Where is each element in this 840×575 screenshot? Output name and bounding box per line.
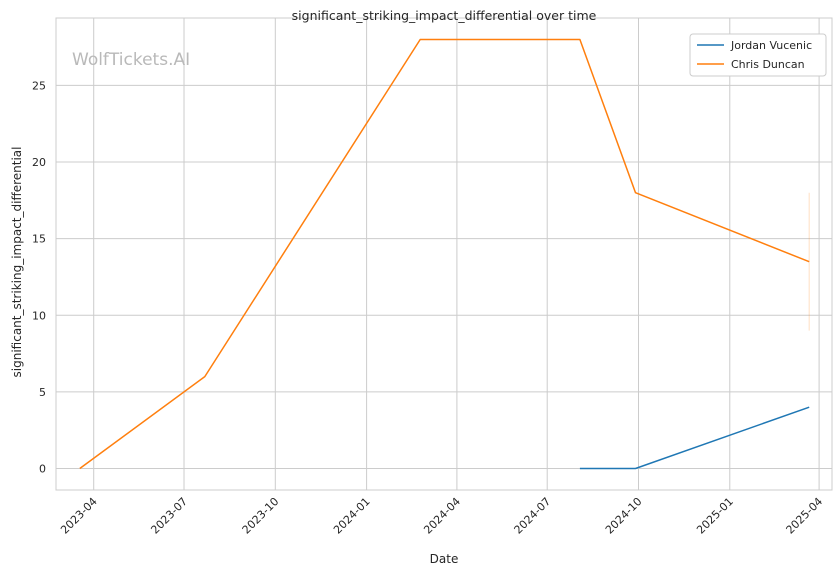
- series: [79, 38, 810, 470]
- x-tick-label: 2023-07: [148, 495, 190, 537]
- series-line-chris-duncan: [79, 38, 810, 470]
- y-tick-label: 20: [32, 156, 46, 169]
- grid: [56, 18, 832, 490]
- x-tick-label: 2023-10: [240, 495, 282, 537]
- x-tick-label: 2024-07: [512, 495, 554, 537]
- y-tick-label: 15: [32, 233, 46, 246]
- legend: Jordan Vucenic Chris Duncan: [689, 33, 827, 77]
- x-tick-label: 2025-01: [694, 495, 736, 537]
- y-tick-label: 25: [32, 79, 46, 92]
- x-axis-label: Date: [430, 552, 459, 566]
- y-tick-label: 10: [32, 309, 46, 322]
- y-tick-label: 5: [39, 386, 46, 399]
- watermark: WolfTickets.AI: [72, 50, 190, 70]
- x-tick-label: 2025-04: [784, 495, 826, 537]
- x-tick-label: 2023-04: [58, 495, 100, 537]
- x-tick-label: 2024-10: [603, 495, 645, 537]
- chart-title: significant_striking_impact_differential…: [292, 8, 597, 23]
- legend-label-chris-duncan: Chris Duncan: [731, 58, 805, 71]
- series-line-jordan-vucenic: [579, 406, 810, 470]
- x-tick-label: 2024-04: [421, 495, 463, 537]
- y-axis-label: significant_striking_impact_differential: [10, 147, 24, 378]
- y-tick-label: 0: [39, 463, 46, 476]
- x-tick-label: 2024-01: [331, 495, 373, 537]
- legend-label-jordan-vucenic: Jordan Vucenic: [730, 39, 812, 52]
- plot-area: [55, 17, 833, 491]
